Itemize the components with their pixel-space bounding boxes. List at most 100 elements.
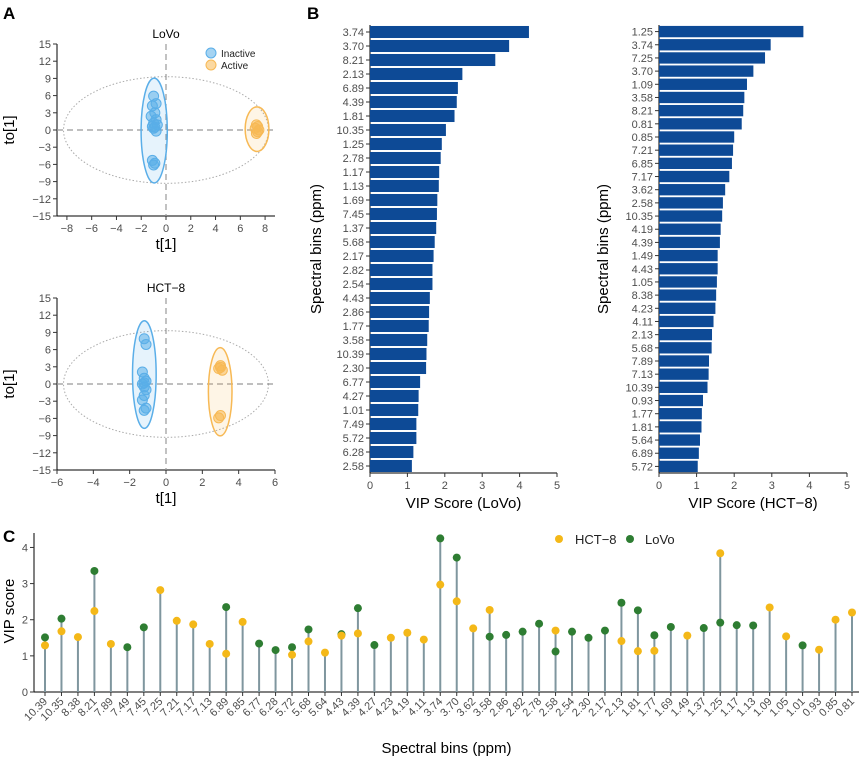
y-tick-label: 3.74 xyxy=(632,40,653,52)
y-tick-label: 3 xyxy=(45,362,51,374)
data-point-inactive xyxy=(150,125,162,137)
vip-bar xyxy=(659,25,804,38)
vip-bar xyxy=(659,447,699,459)
vip-bar xyxy=(659,276,717,288)
x-tick-label: 0 xyxy=(367,480,373,492)
vip-bar xyxy=(659,65,754,77)
y-tick-label: 10.39 xyxy=(625,382,653,394)
plot-title: HCT−8 xyxy=(147,281,186,295)
vip-bar xyxy=(370,67,463,81)
y-tick-label: 6.89 xyxy=(632,448,653,460)
hct8-point xyxy=(782,632,791,641)
vip-bar xyxy=(659,315,714,328)
hct8-point xyxy=(633,647,642,656)
lovo-point xyxy=(353,604,362,613)
y-tick-label: 1.37 xyxy=(343,223,364,235)
y-tick-label: −6 xyxy=(38,159,51,171)
vip-bar xyxy=(659,434,700,446)
y-tick-label: 2.17 xyxy=(343,251,364,263)
y-tick-label: −9 xyxy=(38,177,51,189)
hct8-point xyxy=(436,580,445,589)
x-axis-title: VIP Score (LoVo) xyxy=(406,495,522,512)
y-tick-label: 10.35 xyxy=(625,211,653,223)
vip-bar xyxy=(370,235,435,249)
hct8-point xyxy=(831,615,840,624)
hct8-point xyxy=(222,649,231,658)
y-tick-label: 4 xyxy=(22,542,28,554)
data-point-inactive xyxy=(140,338,152,350)
hct8-point xyxy=(403,628,412,637)
lovo-point xyxy=(271,646,280,655)
x-tick-label: 0 xyxy=(163,223,169,235)
y-tick-label: −15 xyxy=(32,211,51,223)
y-tick-label: 1.77 xyxy=(343,321,364,333)
y-tick-label: 1.81 xyxy=(632,422,653,434)
scores-plot-hct8: HCT−8 −15 −12 −9 −6 −3 0 3 6 9 12 15 −6 −4 −2 0 2 4 6 t[1] t… xyxy=(1,281,278,507)
x-tick-label: 3 xyxy=(479,480,485,492)
vip-bar xyxy=(370,361,427,375)
y-tick-label: 3.70 xyxy=(343,41,364,53)
data-point-inactive xyxy=(148,159,160,171)
lovo-point xyxy=(551,647,560,656)
y-tick-label: 10.39 xyxy=(336,349,364,361)
vip-bar xyxy=(659,342,712,354)
y-tick-label: 0 xyxy=(45,379,51,391)
vip-bar xyxy=(370,179,439,193)
y-tick-label: 4.27 xyxy=(343,391,364,403)
vip-bar xyxy=(659,355,710,367)
y-tick-label: 1.81 xyxy=(343,111,364,123)
hct8-point xyxy=(41,641,49,650)
y-tick-label: 1 xyxy=(22,651,28,663)
y-tick-label: 8.21 xyxy=(343,55,364,67)
y-tick-label: 1.09 xyxy=(632,79,653,91)
y-tick-label: 9 xyxy=(45,327,51,339)
y-tick-label: 2 xyxy=(22,615,28,627)
y-tick-label: 7.49 xyxy=(343,419,364,431)
y-tick-label: 5.68 xyxy=(632,343,653,355)
y-tick-label: 1.13 xyxy=(343,181,364,193)
hct8-point xyxy=(189,620,198,629)
lovo-point xyxy=(699,624,708,633)
hct8-point xyxy=(304,637,313,646)
x-tick-label: −2 xyxy=(135,223,148,235)
vip-bar xyxy=(659,302,716,314)
y-tick-label: 4.43 xyxy=(343,293,364,305)
hct8-point xyxy=(205,639,214,648)
vip-bar xyxy=(370,333,428,347)
vip-bar xyxy=(370,137,442,151)
vip-bar xyxy=(659,263,718,275)
vip-bar xyxy=(659,460,698,473)
hct8-point xyxy=(848,608,856,617)
vip-lollipop-chart: 0123410.3910.358.388.217.897.497.457.257… xyxy=(1,532,859,757)
legend-label: Active xyxy=(221,61,249,72)
y-tick-label: 1.49 xyxy=(632,251,653,263)
lovo-point xyxy=(139,623,148,632)
lovo-point xyxy=(535,619,544,628)
lovo-point xyxy=(584,633,593,642)
vip-bar xyxy=(659,394,703,407)
vip-bar xyxy=(370,81,458,95)
y-tick-label: 12 xyxy=(39,56,51,68)
vip-bar xyxy=(370,305,430,319)
y-tick-label: 3.58 xyxy=(343,335,364,347)
vip-bar xyxy=(659,91,745,104)
y-tick-label: 10.35 xyxy=(336,125,364,137)
y-tick-label: 7.89 xyxy=(632,356,653,368)
y-tick-label: −15 xyxy=(32,465,51,477)
y-tick-label: 1.17 xyxy=(343,167,364,179)
lovo-point xyxy=(485,632,494,641)
vip-bar xyxy=(370,39,510,53)
y-tick-label: 2.82 xyxy=(343,265,364,277)
hct8-point xyxy=(716,549,725,558)
y-tick-label: 9 xyxy=(45,73,51,85)
legend-label-hct8: HCT−8 xyxy=(575,532,617,547)
y-tick-label: 8.38 xyxy=(632,290,653,302)
y-tick-label: 3 xyxy=(22,579,28,591)
x-tick-label: 4 xyxy=(236,477,242,489)
y-tick-label: 4.39 xyxy=(343,97,364,109)
y-tick-label: 5.72 xyxy=(343,433,364,445)
lovo-point xyxy=(749,621,758,630)
vip-bar xyxy=(370,193,438,207)
vip-bar-chart-hct8: 1.253.747.253.701.093.58 8.210.810.857.21… xyxy=(595,25,850,512)
